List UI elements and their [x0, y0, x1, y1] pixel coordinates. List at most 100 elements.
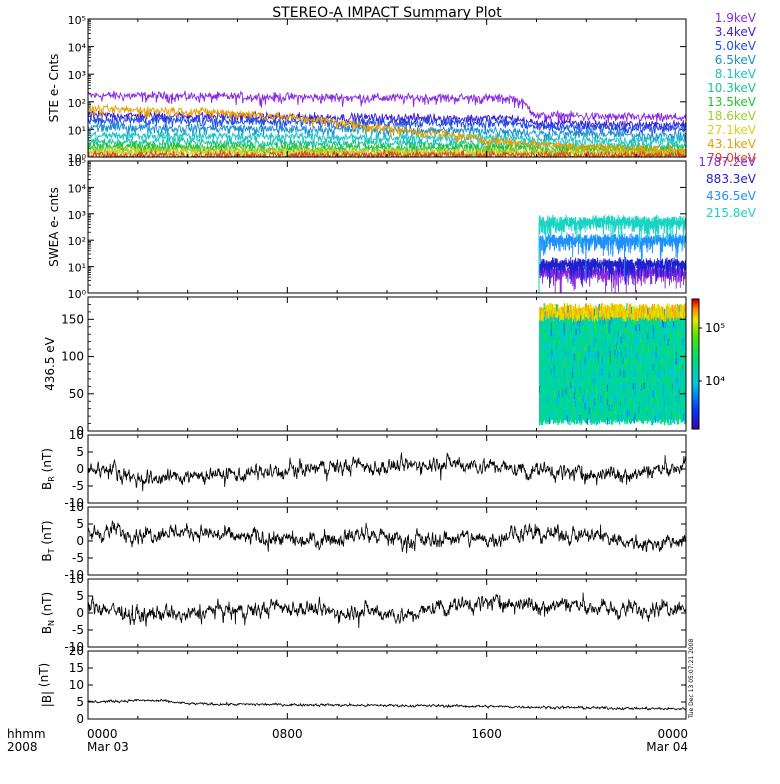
pad-cell [581, 320, 583, 328]
pad-cell [545, 319, 547, 327]
pad-cell [636, 345, 638, 353]
pad-cell [624, 308, 626, 316]
colorbar-cell [692, 303, 699, 306]
pad-cell [625, 327, 627, 335]
pad-cell [569, 303, 571, 311]
pad-cell [566, 322, 568, 330]
pad-cell [623, 331, 625, 339]
pad-cell [547, 384, 549, 392]
pad-cell [625, 389, 627, 397]
pad-cell [646, 344, 648, 352]
pad-cell [551, 413, 554, 421]
pad-cell [578, 370, 580, 378]
pad-cell [614, 336, 616, 343]
pad-cell [660, 334, 662, 342]
pad-cell [630, 363, 632, 371]
pad-cell [557, 384, 559, 392]
pad-cell [590, 377, 592, 385]
pad-cell [559, 333, 561, 341]
pad-cell [606, 351, 608, 359]
pad-cell [643, 382, 646, 390]
pad-cell [571, 376, 573, 384]
pad-cell [621, 324, 624, 332]
pad-cell [582, 394, 584, 401]
pad-cell [622, 332, 624, 340]
pad-cell [666, 409, 669, 417]
pad-cell [555, 355, 557, 363]
pad-cell [602, 332, 604, 340]
pad-cell [638, 388, 640, 395]
pad-cell [665, 381, 668, 389]
pad-cell [633, 416, 635, 424]
pad-cell [626, 309, 628, 317]
pad-cell [566, 336, 568, 343]
pad-cell [580, 314, 582, 322]
pad-cell [588, 327, 590, 334]
pad-cell [584, 414, 586, 422]
pad-ylabel: 436.5 eV [43, 336, 57, 391]
pad-cell [660, 404, 662, 412]
pad-cell [647, 414, 649, 421]
pad-cell [633, 371, 635, 378]
pad-cell [644, 356, 647, 363]
pad-cell [597, 337, 600, 345]
pad-cell [613, 415, 615, 423]
pad-cell [539, 371, 542, 379]
pad-cell [568, 351, 570, 359]
pad-cell [618, 404, 621, 412]
pad-cell [602, 313, 604, 320]
pad-cell [607, 331, 609, 339]
pad-cell [580, 405, 582, 413]
time-tick-label: 1600 [471, 727, 502, 741]
pad-cell [554, 330, 556, 338]
pad-cell [648, 351, 650, 359]
pad-cell [539, 377, 542, 385]
pad-cell [608, 378, 611, 386]
pad-cell [581, 378, 583, 386]
pad-cell [657, 394, 659, 402]
pad-cell [573, 359, 576, 367]
pad-cell [598, 396, 601, 404]
pad-cell [672, 376, 674, 384]
pad-cell [544, 330, 546, 338]
pad-cell [638, 363, 640, 371]
pad-cell [684, 363, 686, 371]
pad-cell [573, 340, 576, 348]
pad-cell [553, 306, 556, 314]
pad-cell [575, 359, 578, 367]
pad-cell [634, 376, 636, 383]
pad-cell [544, 350, 546, 358]
pad-cell [582, 400, 584, 408]
pad-cell [605, 319, 607, 326]
pad-cell [551, 336, 554, 344]
pad-cell [627, 304, 629, 312]
pad-cell [619, 407, 622, 415]
pad-cell [547, 404, 549, 412]
pad-cell [555, 381, 557, 389]
pad-cell [618, 401, 620, 409]
pad-cell [630, 330, 632, 338]
pad-cell [595, 311, 597, 319]
pad-cell [642, 390, 645, 398]
pad-cell [590, 417, 592, 425]
pad-cell [596, 410, 599, 418]
pad-cell [581, 340, 583, 347]
pad-cell [664, 390, 667, 398]
pad-cell [677, 371, 680, 378]
pad-cell [539, 390, 542, 398]
pad-cell [586, 305, 589, 313]
pad-cell [627, 350, 629, 358]
pad-cell [618, 388, 620, 396]
pad-cell [606, 407, 608, 415]
pad-cell [627, 390, 629, 397]
pad-cell [552, 314, 555, 322]
pad-cell [631, 338, 634, 345]
pad-cell [558, 397, 560, 405]
pad-cell [644, 407, 647, 415]
colorbar-cell [692, 309, 699, 313]
pad-cell [575, 417, 578, 425]
pad-cell [632, 332, 635, 339]
colorbar-cell [692, 329, 699, 332]
pad-cell [596, 339, 598, 347]
pad-cell [664, 359, 667, 366]
